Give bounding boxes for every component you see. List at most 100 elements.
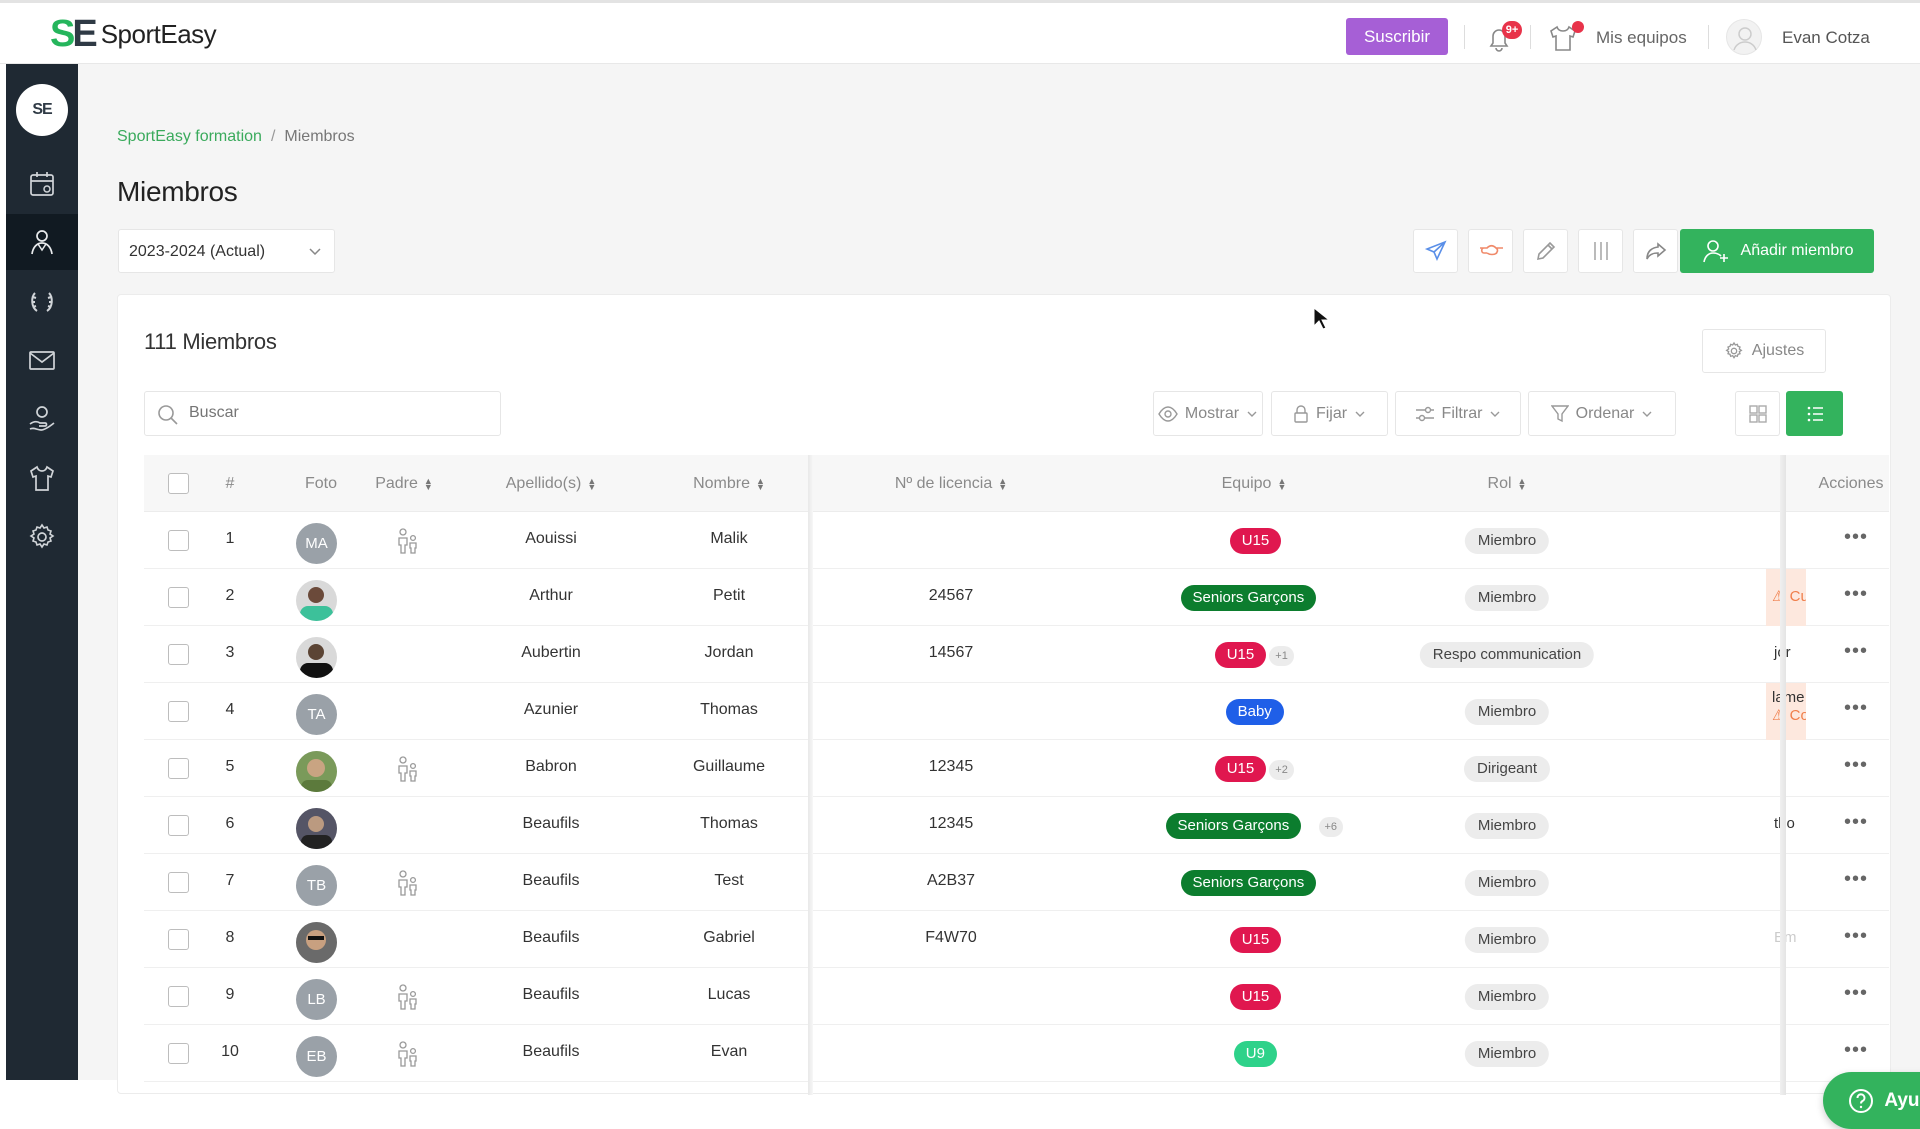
more-teams-badge[interactable]: +2 (1269, 760, 1294, 780)
more-teams-badge[interactable]: +6 (1318, 817, 1344, 837)
avatar[interactable] (296, 580, 337, 621)
header-parent[interactable]: Padre ▲ ▼ (375, 475, 433, 492)
avatar[interactable]: MA (296, 523, 337, 564)
columns-button[interactable] (1578, 229, 1623, 273)
avatar[interactable] (296, 637, 337, 678)
team-badge[interactable]: U15 (1214, 756, 1267, 782)
avatar[interactable] (296, 808, 337, 849)
settings-button[interactable]: Ajustes (1702, 329, 1826, 373)
row-actions-menu[interactable]: ••• (1844, 868, 1869, 890)
share-button[interactable] (1633, 229, 1678, 273)
table-row[interactable]: 2 Arthur Petit 24567 Seniors Garçons Miembro ⚠… (144, 569, 1889, 626)
user-name[interactable]: Evan Cotza (1782, 28, 1870, 47)
table-row[interactable]: 1 MA Aouissi Malik U15 Miembro ••• (144, 512, 1889, 569)
search-input[interactable] (189, 404, 479, 422)
more-teams-badge[interactable]: +1 (1269, 646, 1294, 666)
parent-link[interactable] (396, 984, 420, 1015)
row-checkbox[interactable] (168, 986, 189, 1007)
select-all-checkbox[interactable] (168, 473, 189, 494)
table-row[interactable]: 10 EB Beaufils Evan U9 Miembro ••• (144, 1025, 1889, 1082)
table-row[interactable]: 3 Aubertin Jordan 14567 U15 +1 Respo communica… (144, 626, 1889, 683)
row-checkbox[interactable] (168, 815, 189, 836)
invite-button[interactable] (1468, 229, 1513, 273)
table-row[interactable]: 5 Babron Guillaume 12345 U15 +2 Dirigeant ••• (144, 740, 1889, 797)
sidebar-item-members[interactable] (6, 214, 78, 270)
row-checkbox[interactable] (168, 929, 189, 950)
header-role[interactable]: Rol ▲ ▼ (1487, 475, 1527, 492)
filter-dropdown[interactable]: Filtrar (1395, 391, 1521, 436)
row-actions-menu[interactable]: ••• (1844, 811, 1869, 833)
team-badge[interactable]: U15 (1229, 528, 1282, 554)
team-badge[interactable]: Seniors Garçons (1180, 585, 1317, 611)
avatar[interactable] (296, 751, 337, 792)
parent-link[interactable] (396, 756, 420, 787)
team-badge[interactable]: U15 (1229, 927, 1282, 953)
row-checkbox[interactable] (168, 1043, 189, 1064)
sort-dropdown[interactable]: Ordenar (1528, 391, 1676, 436)
table-row[interactable]: 7 TB Beaufils Test A2B37 Seniors Garçons Miemb… (144, 854, 1889, 911)
header-firstname[interactable]: Nombre ▲ ▼ (693, 475, 765, 492)
grid-view-button[interactable] (1735, 391, 1780, 436)
season-select[interactable]: 2023-2024 (Actual) (118, 229, 335, 273)
pin-dropdown[interactable]: Fijar (1271, 391, 1388, 436)
breadcrumb-club-link[interactable]: SportEasy formation (117, 128, 262, 145)
sidebar-item-payments[interactable] (6, 391, 78, 447)
header-license[interactable]: Nº de licencia ▲ ▼ (894, 475, 1008, 492)
row-actions-menu[interactable]: ••• (1844, 526, 1869, 548)
user-avatar[interactable] (1726, 19, 1762, 55)
row-actions-menu[interactable]: ••• (1844, 925, 1869, 947)
sporteasy-logo[interactable]: SE SportEasy (50, 15, 217, 53)
add-member-button[interactable]: Añadir miembro (1680, 229, 1874, 273)
truncated-cell: jor (1766, 644, 1806, 661)
avatar[interactable]: LB (296, 979, 337, 1020)
sidebar-item-calendar[interactable] (6, 156, 78, 212)
avatar[interactable] (296, 922, 337, 963)
team-badge[interactable]: Seniors Garçons (1165, 813, 1302, 839)
team-badge[interactable]: U15 (1229, 984, 1282, 1010)
team-badge[interactable]: U15 (1214, 642, 1267, 668)
subscribe-button[interactable]: Suscribir (1346, 18, 1448, 55)
sidebar-item-messages[interactable] (6, 332, 78, 388)
send-message-button[interactable] (1413, 229, 1458, 273)
my-teams-link[interactable]: Mis equipos (1596, 28, 1687, 47)
parent-link[interactable] (396, 1041, 420, 1072)
sidebar-item-equipment[interactable] (6, 450, 78, 506)
header-lastname[interactable]: Apellido(s) ▲ ▼ (505, 475, 597, 492)
avatar[interactable]: EB (296, 1036, 337, 1077)
table-row[interactable]: 4 TA Azunier Thomas Baby Miembro lame ⚠ Co ••• (144, 683, 1889, 740)
row-actions-menu[interactable]: ••• (1844, 754, 1869, 776)
row-checkbox[interactable] (168, 587, 189, 608)
table-row[interactable]: 9 LB Beaufils Lucas U15 Miembro ••• (144, 968, 1889, 1025)
row-checkbox[interactable] (168, 872, 189, 893)
sort-icon: ▲ ▼ (423, 476, 433, 492)
row-actions-menu[interactable]: ••• (1844, 583, 1869, 605)
edit-button[interactable] (1523, 229, 1568, 273)
row-checkbox[interactable] (168, 644, 189, 665)
main-content: SportEasy formation / Miembros Miembros 20… (78, 64, 1920, 1129)
row-actions-menu[interactable]: ••• (1844, 1039, 1869, 1061)
row-checkbox[interactable] (168, 530, 189, 551)
team-badge[interactable]: U9 (1233, 1041, 1277, 1067)
team-badge[interactable]: Baby (1225, 699, 1284, 725)
parent-link[interactable] (396, 870, 420, 901)
team-badge[interactable]: Seniors Garçons (1180, 870, 1317, 896)
list-view-button[interactable] (1786, 391, 1843, 436)
help-button[interactable]: Ayuda (1823, 1072, 1920, 1129)
row-actions-menu[interactable]: ••• (1844, 697, 1869, 719)
row-checkbox[interactable] (168, 758, 189, 779)
jersey-icon[interactable] (1546, 21, 1580, 55)
header-team[interactable]: Equipo ▲ ▼ (1221, 475, 1287, 492)
sidebar-item-settings[interactable] (6, 509, 78, 565)
sidebar-item-competitions[interactable] (6, 274, 78, 330)
avatar[interactable]: TA (296, 694, 337, 735)
parent-link[interactable] (396, 528, 420, 559)
club-logo[interactable]: SE (16, 84, 68, 136)
table-row[interactable]: 6 Beaufils Thomas 12345 Seniors Garçons +6 Mie… (144, 797, 1889, 854)
avatar[interactable]: TB (296, 865, 337, 906)
row-checkbox[interactable] (168, 701, 189, 722)
row-actions-menu[interactable]: ••• (1844, 982, 1869, 1004)
sort-icon: ▲ ▼ (1277, 476, 1287, 492)
show-dropdown[interactable]: Mostrar (1153, 391, 1263, 436)
table-row[interactable]: 8 Beaufils Gabriel F4W70 U15 Miembro Em ••• (144, 911, 1889, 968)
row-actions-menu[interactable]: ••• (1844, 640, 1869, 662)
